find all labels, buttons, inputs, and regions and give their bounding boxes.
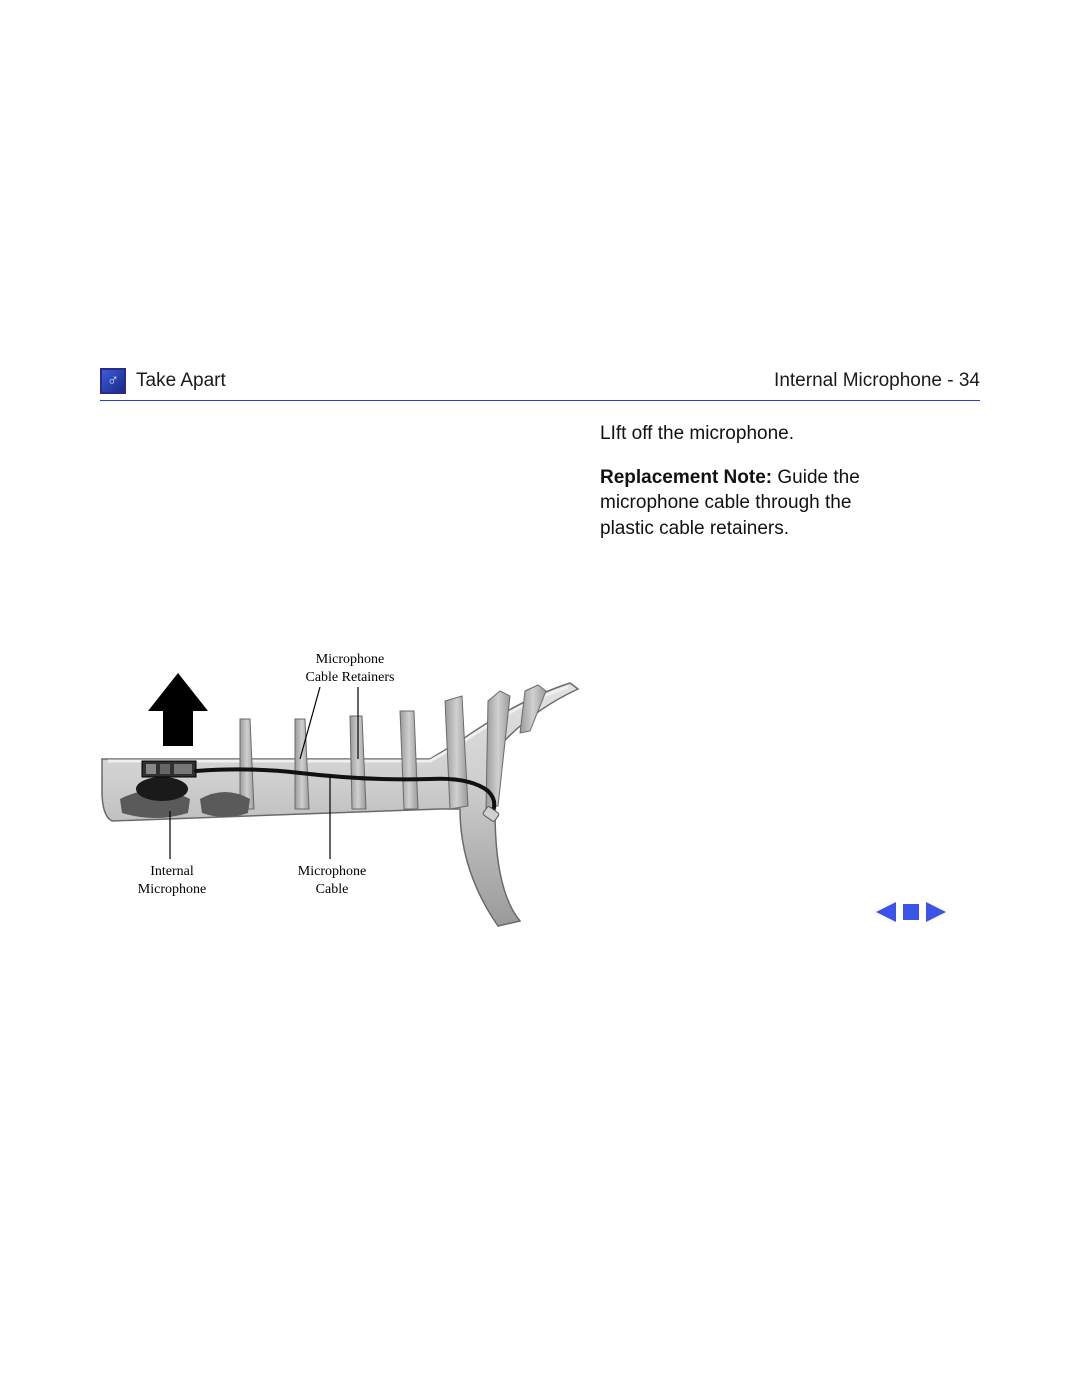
- page-title: Internal Microphone - 34: [774, 370, 980, 392]
- replacement-note: Replacement Note: Guide the microphone c…: [600, 465, 900, 542]
- label-cable-retainers-l1: Microphone: [316, 652, 384, 667]
- section-icon: ♂: [100, 368, 126, 394]
- instruction-column: LIft off the microphone. Replacement Not…: [600, 421, 900, 560]
- lift-arrow-icon: [148, 673, 208, 746]
- label-internal-microphone: Internal Microphone: [138, 811, 206, 897]
- nav-prev-icon[interactable]: [872, 900, 898, 924]
- header-left: ♂ Take Apart: [100, 368, 226, 394]
- nav-stop-icon[interactable]: [901, 900, 921, 924]
- page-header: ♂ Take Apart Internal Microphone - 34: [100, 368, 980, 398]
- diagram-svg: Microphone Cable Retainers Internal Micr…: [100, 641, 600, 931]
- label-cable-retainers: Microphone Cable Retainers: [300, 652, 395, 759]
- label-cable-retainers-l2: Cable Retainers: [305, 670, 394, 685]
- label-mic-cable-l2: Cable: [316, 882, 349, 897]
- label-internal-mic-l1: Internal: [150, 864, 194, 879]
- label-internal-mic-l2: Microphone: [138, 882, 206, 897]
- instruction-text: LIft off the microphone.: [600, 421, 900, 447]
- section-label: Take Apart: [136, 370, 226, 392]
- page-nav-controls: [872, 900, 950, 924]
- diagram-figure: Microphone Cable Retainers Internal Micr…: [100, 641, 600, 931]
- header-rule: [100, 400, 980, 401]
- section-icon-glyph: ♂: [107, 372, 119, 390]
- manual-page: ♂ Take Apart Internal Microphone - 34 LI…: [100, 368, 980, 421]
- note-label: Replacement Note:: [600, 467, 772, 488]
- nav-next-icon[interactable]: [924, 900, 950, 924]
- label-mic-cable-l1: Microphone: [298, 864, 366, 879]
